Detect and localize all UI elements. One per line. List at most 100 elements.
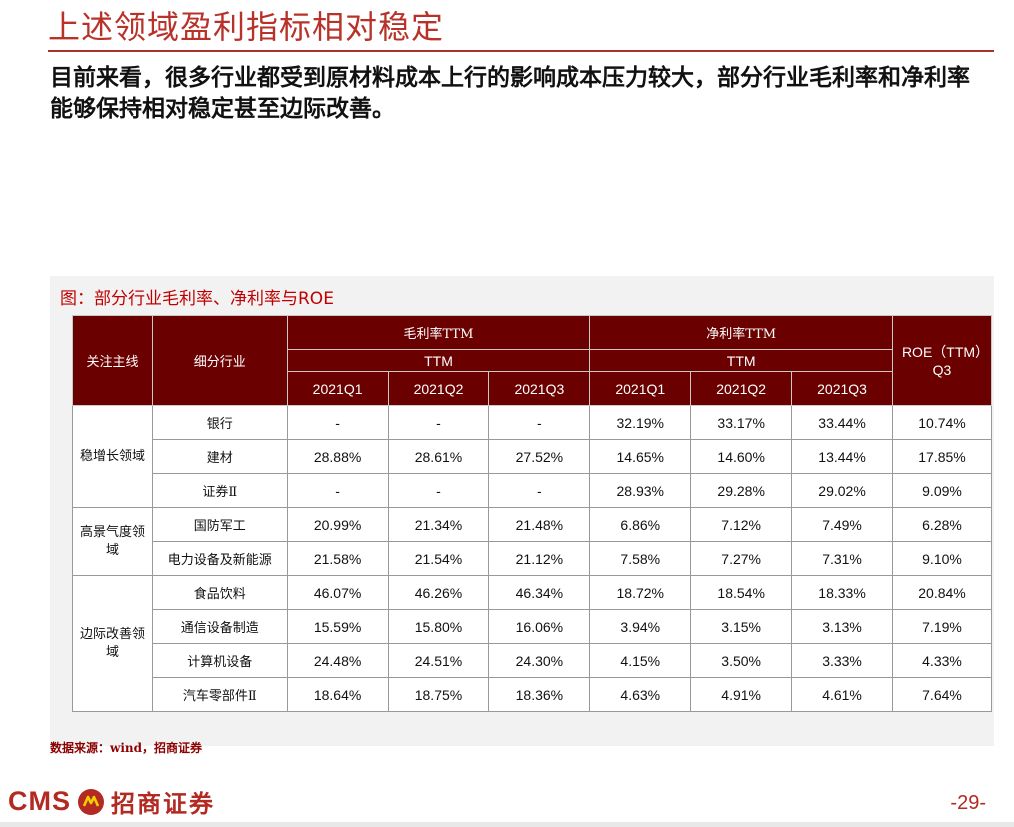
header-focus: 关注主线 bbox=[72, 315, 153, 406]
net-q1-cell: 3.94% bbox=[589, 609, 692, 644]
header-net-q3: 2021Q3 bbox=[791, 371, 893, 406]
gross-q1-cell: 24.48% bbox=[286, 643, 389, 678]
sector-cell: 稳增长领域 bbox=[72, 405, 153, 508]
table-row: 计算机设备 24.48% 24.51% 24.30% 4.15% 3.50% 3… bbox=[73, 643, 993, 678]
gross-q1-cell: - bbox=[286, 473, 389, 508]
net-q1-cell: 28.93% bbox=[589, 473, 692, 508]
title-divider bbox=[48, 50, 994, 52]
lead-paragraph: 目前来看，很多行业都受到原材料成本上行的影响成本压力较大，部分行业毛利率和净利率… bbox=[50, 64, 970, 122]
gross-q3-cell: 27.52% bbox=[488, 439, 591, 474]
gross-q1-cell: 18.64% bbox=[286, 677, 389, 712]
table-row: 边际改善领域 食品饮料 46.07% 46.26% 46.34% 18.72% … bbox=[72, 575, 993, 712]
net-q2-cell: 4.91% bbox=[690, 677, 793, 712]
header-gross-margin: 毛利率TTM bbox=[286, 315, 591, 350]
cms-seal-icon bbox=[78, 788, 104, 815]
net-q2-cell: 3.15% bbox=[690, 609, 793, 644]
industry-cell: 食品饮料 bbox=[151, 575, 288, 610]
net-q3-cell: 7.31% bbox=[791, 541, 893, 576]
gross-q3-cell: 24.30% bbox=[488, 643, 591, 678]
net-q2-cell: 7.27% bbox=[690, 541, 793, 576]
industry-cell: 计算机设备 bbox=[151, 643, 288, 678]
header-net-ttm: TTM bbox=[589, 349, 893, 372]
net-q3-cell: 3.13% bbox=[791, 609, 893, 644]
logo-cn-text: 招商证券 bbox=[111, 789, 215, 818]
gross-q3-cell: 21.12% bbox=[488, 541, 591, 576]
gross-q2-cell: 24.51% bbox=[387, 643, 490, 678]
header-net-margin: 净利率TTM bbox=[589, 315, 893, 350]
net-q2-cell: 33.17% bbox=[690, 405, 793, 440]
industry-cell: 通信设备制造 bbox=[151, 609, 288, 644]
gross-q2-cell: - bbox=[387, 405, 490, 440]
data-source-note: 数据来源：wind，招商证券 bbox=[50, 741, 203, 755]
gross-q3-cell: 16.06% bbox=[488, 609, 591, 644]
roe-cell: 9.10% bbox=[891, 541, 993, 576]
gross-q1-cell: 46.07% bbox=[286, 575, 389, 610]
roe-cell: 7.64% bbox=[891, 677, 993, 712]
industry-cell: 银行 bbox=[151, 405, 288, 440]
gross-q1-cell: 20.99% bbox=[286, 507, 389, 542]
industry-cell: 电力设备及新能源 bbox=[151, 541, 288, 576]
sector-cell: 边际改善领域 bbox=[72, 575, 153, 712]
gross-q3-cell: 46.34% bbox=[488, 575, 591, 610]
logo-latin-text: CMS bbox=[8, 786, 71, 816]
roe-cell: 7.19% bbox=[891, 609, 993, 644]
net-q3-cell: 3.33% bbox=[791, 643, 893, 678]
net-q1-cell: 4.15% bbox=[589, 643, 692, 678]
net-q1-cell: 4.63% bbox=[589, 677, 692, 712]
margin-table: 关注主线 细分行业 毛利率TTM 净利率TTM ROE（TTM）Q3 TTM T… bbox=[72, 315, 993, 712]
gross-q2-cell: 46.26% bbox=[387, 575, 490, 610]
header-industry: 细分行业 bbox=[151, 315, 288, 406]
gross-q2-cell: 18.75% bbox=[387, 677, 490, 712]
net-q3-cell: 18.33% bbox=[791, 575, 893, 610]
net-q3-cell: 13.44% bbox=[791, 439, 893, 474]
footer-divider bbox=[0, 822, 1014, 827]
net-q2-cell: 18.54% bbox=[690, 575, 793, 610]
header-roe: ROE（TTM）Q3 bbox=[891, 315, 993, 406]
header-gross-q3: 2021Q3 bbox=[488, 371, 591, 406]
header-net-q2: 2021Q2 bbox=[690, 371, 793, 406]
gross-q2-cell: 15.80% bbox=[387, 609, 490, 644]
net-q1-cell: 18.72% bbox=[589, 575, 692, 610]
net-q3-cell: 4.61% bbox=[791, 677, 893, 712]
roe-cell: 20.84% bbox=[891, 575, 993, 610]
net-q2-cell: 7.12% bbox=[690, 507, 793, 542]
header-gross-q1: 2021Q1 bbox=[286, 371, 389, 406]
industry-cell: 国防军工 bbox=[151, 507, 288, 542]
table-row: 证券Ⅱ - - - 28.93% 29.28% 29.02% 9.09% bbox=[73, 473, 993, 508]
table-row: 通信设备制造 15.59% 15.80% 16.06% 3.94% 3.15% … bbox=[73, 609, 993, 644]
net-q2-cell: 14.60% bbox=[690, 439, 793, 474]
gross-q1-cell: 15.59% bbox=[286, 609, 389, 644]
gross-q3-cell: 18.36% bbox=[488, 677, 591, 712]
gross-q2-cell: 21.54% bbox=[387, 541, 490, 576]
table-row: 稳增长领域 银行 - - - 32.19% 33.17% 33.44% 10.7… bbox=[72, 405, 993, 508]
table-row: 电力设备及新能源 21.58% 21.54% 21.12% 7.58% 7.27… bbox=[73, 541, 993, 576]
roe-cell: 9.09% bbox=[891, 473, 993, 508]
industry-cell: 建材 bbox=[151, 439, 288, 474]
gross-q3-cell: - bbox=[488, 405, 591, 440]
net-q3-cell: 33.44% bbox=[791, 405, 893, 440]
industry-cell: 汽车零部件Ⅱ bbox=[151, 677, 288, 712]
roe-cell: 17.85% bbox=[891, 439, 993, 474]
net-q3-cell: 7.49% bbox=[791, 507, 893, 542]
gross-q1-cell: - bbox=[286, 405, 389, 440]
footer: CMS 招商证券 -29- bbox=[0, 770, 1014, 827]
figure-caption: 图：部分行业毛利率、净利率与ROE bbox=[60, 289, 334, 309]
page-number: -29- bbox=[950, 792, 986, 814]
gross-q2-cell: - bbox=[387, 473, 490, 508]
net-q1-cell: 14.65% bbox=[589, 439, 692, 474]
header-gross-ttm: TTM bbox=[286, 349, 591, 372]
header-net-q1: 2021Q1 bbox=[589, 371, 692, 406]
cms-logo: CMS 招商证券 bbox=[8, 784, 215, 819]
net-q1-cell: 32.19% bbox=[589, 405, 692, 440]
table-row: 汽车零部件Ⅱ 18.64% 18.75% 18.36% 4.63% 4.91% … bbox=[73, 677, 993, 712]
roe-cell: 4.33% bbox=[891, 643, 993, 678]
net-q1-cell: 7.58% bbox=[589, 541, 692, 576]
table-row: 高景气度领域 国防军工 20.99% 21.34% 21.48% 6.86% 7… bbox=[72, 507, 993, 576]
industry-cell: 证券Ⅱ bbox=[151, 473, 288, 508]
net-q2-cell: 29.28% bbox=[690, 473, 793, 508]
gross-q2-cell: 28.61% bbox=[387, 439, 490, 474]
net-q2-cell: 3.50% bbox=[690, 643, 793, 678]
header-gross-q2: 2021Q2 bbox=[387, 371, 490, 406]
slide-title: 上述领域盈利指标相对稳定 bbox=[48, 8, 445, 46]
table-row: 建材 28.88% 28.61% 27.52% 14.65% 14.60% 13… bbox=[73, 439, 993, 474]
